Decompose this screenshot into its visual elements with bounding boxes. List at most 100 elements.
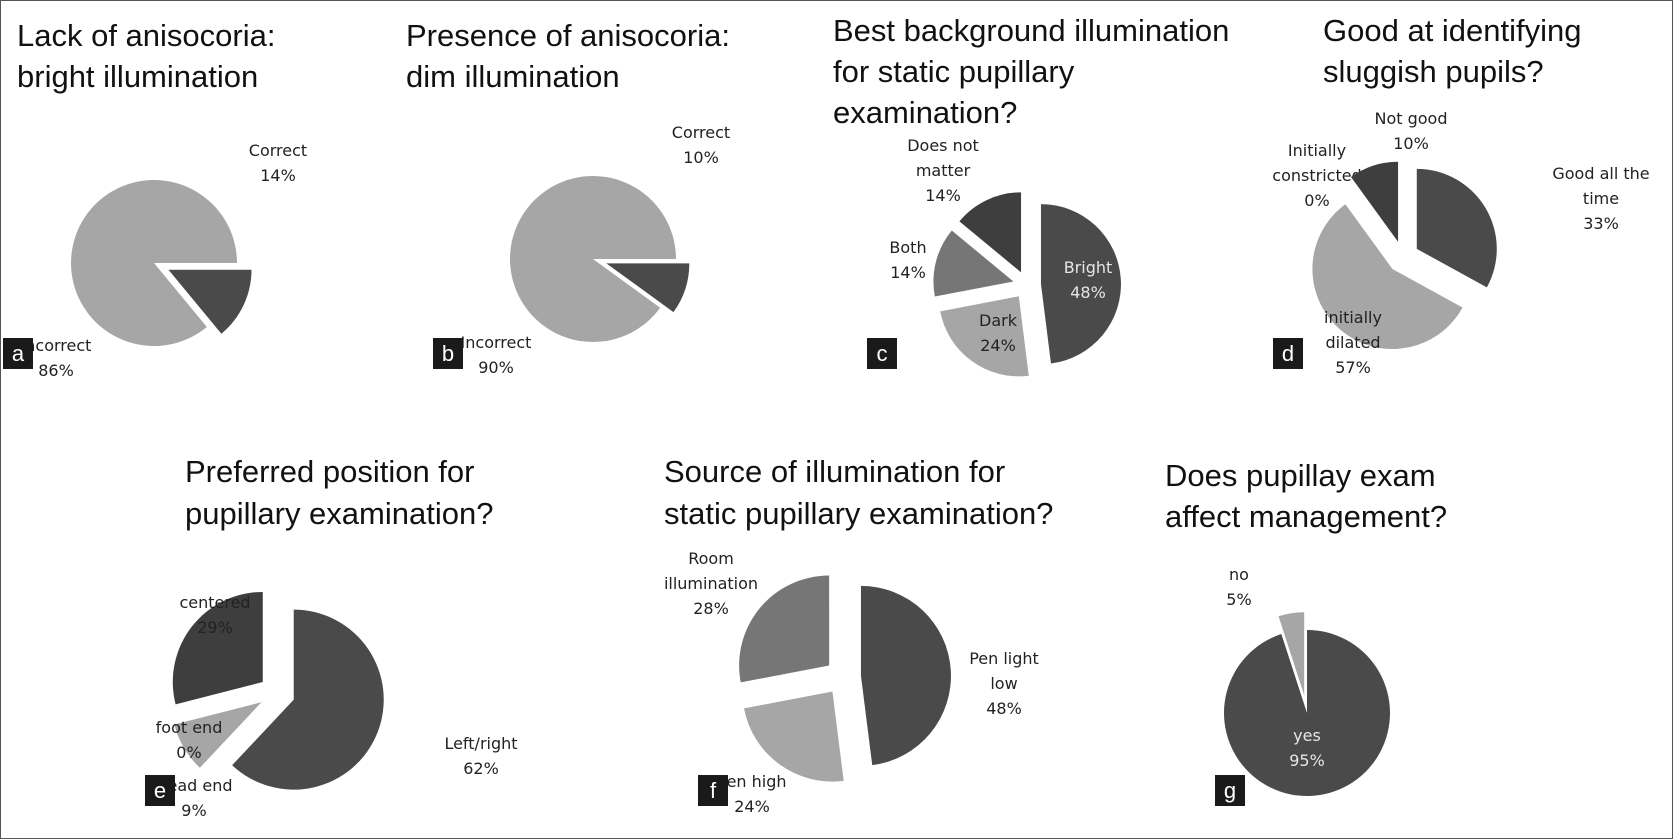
slice-percent: 9% [181,801,206,820]
chart-panel-f: Source of illumination for static pupilla… [664,454,1053,816]
slice-percent: 0% [176,743,201,762]
pie-slice-initially-dilated [1312,204,1463,350]
pie-slice-pen-light-low [860,585,951,766]
slice-percent: 95% [1289,751,1325,770]
slice-percent: 90% [478,358,514,377]
slice-label: Good all the [1552,164,1649,183]
slice-label: Room [688,549,734,568]
slice-percent: 24% [980,336,1016,355]
slice-percent: 62% [463,759,499,778]
panel-badge [1273,338,1303,369]
pie-slice-left-right [232,609,384,790]
slice-percent: 10% [1393,134,1429,153]
slice-label: time [1583,189,1619,208]
panel-badge-letter: e [154,778,166,803]
chart-panel-b: Presence of anisocoria: dim illumination C… [406,18,730,377]
chart-title-line: Preferred position for [185,454,474,489]
slice-percent: 14% [925,186,961,205]
pie-slice-correct [168,269,252,334]
panel-badge [1215,775,1245,806]
slice-percent: 28% [693,599,729,618]
slice-label: dilated [1325,333,1380,352]
slice-label: Incorrect [21,336,92,355]
slice-percent: 57% [1335,358,1371,377]
pie-slice-not-good [1351,161,1399,242]
slice-label: foot end [156,718,223,737]
panel-badge [867,338,897,369]
pie-slice-no [1278,612,1305,696]
slice-label: Correct [672,123,730,142]
chart-panel-c: Best background illumination for static p… [833,13,1229,377]
slice-percent: 29% [197,618,233,637]
panel-badge-letter: g [1224,778,1236,803]
pie-slice-bright [1040,204,1121,364]
chart-panel-d: Good at identifying sluggish pupils? Good … [1272,13,1649,377]
panel-badge-letter: b [442,341,454,366]
pie-slice-both [933,230,1014,297]
panel-badge-letter: a [12,341,25,366]
slice-percent: 0% [1304,191,1329,210]
pie-slice-does-not-matter [959,192,1022,273]
panel-badge [145,775,175,806]
chart-title-line: Best background illumination [833,13,1229,48]
slice-label: initially [1324,308,1382,327]
pie-slice-incorrect [510,175,676,342]
slice-label: Initially [1288,141,1346,160]
chart-title-line: sluggish pupils? [1323,54,1544,89]
slice-label: Both [889,238,926,257]
slice-label: Incorrect [461,333,532,352]
slice-percent: 14% [260,166,296,185]
slice-percent: 24% [734,797,770,816]
slice-label: matter [916,161,971,180]
panel-badge [433,338,463,369]
pie-slice-yes [1224,630,1390,796]
slice-label: Pen light [969,649,1039,668]
chart-panel-g: Does pupillay exam affect management? yes 9… [1165,458,1447,806]
slice-percent: 5% [1226,590,1251,609]
slice-label: Bright [1064,258,1113,277]
slice-label: Correct [249,141,307,160]
chart-title-line: Good at identifying [1323,13,1582,48]
chart-panel-a: Lack of anisocoria: bright illumination Co… [3,18,307,380]
chart-title-line: pupillary examination? [185,496,493,531]
slice-label: Pen high [717,772,786,791]
chart-panel-e: Preferred position for pupillary examinat… [145,454,518,820]
panel-badge-letter: c [877,341,888,366]
pie-slice-incorrect [70,179,237,346]
slice-label: Dark [979,311,1018,330]
chart-title-line: Presence of anisocoria: [406,18,730,53]
slice-label: no [1229,565,1249,584]
slice-label: Not good [1374,109,1447,128]
chart-title-line: Source of illumination for [664,454,1005,489]
chart-title-line: dim illumination [406,59,620,94]
slice-percent: 48% [1070,283,1106,302]
chart-title-line: Does pupillay exam [1165,458,1436,493]
pie-slice-good-all-the-time [1416,168,1497,288]
panel-badge [3,338,33,369]
slice-label: Left/right [444,734,517,753]
panel-badge-letter: d [1282,341,1294,366]
pie-slice-head-end [174,702,262,768]
slice-label: illumination [664,574,758,593]
slice-percent: 10% [683,148,719,167]
slice-percent: 48% [986,699,1022,718]
pie-slice-correct [606,263,690,313]
panel-badge [698,775,728,806]
pie-slice-centered [172,591,263,705]
slice-percent: 86% [38,361,74,380]
slice-label: centered [179,593,250,612]
slice-label: Does not [907,136,979,155]
chart-title-line: for static pupillary [833,54,1075,89]
panel-badge-letter: f [710,778,717,803]
chart-title-line: Lack of anisocoria: [17,18,275,53]
slice-label: constricted [1272,166,1361,185]
pie-slice-pen-high [744,691,844,782]
chart-title-line: bright illumination [17,59,258,94]
slice-label: yes [1293,726,1321,745]
slice-percent: 33% [1583,214,1619,233]
pie-slice-dark [940,296,1029,377]
slice-percent: 14% [890,263,926,282]
chart-title-line: examination? [833,95,1017,130]
